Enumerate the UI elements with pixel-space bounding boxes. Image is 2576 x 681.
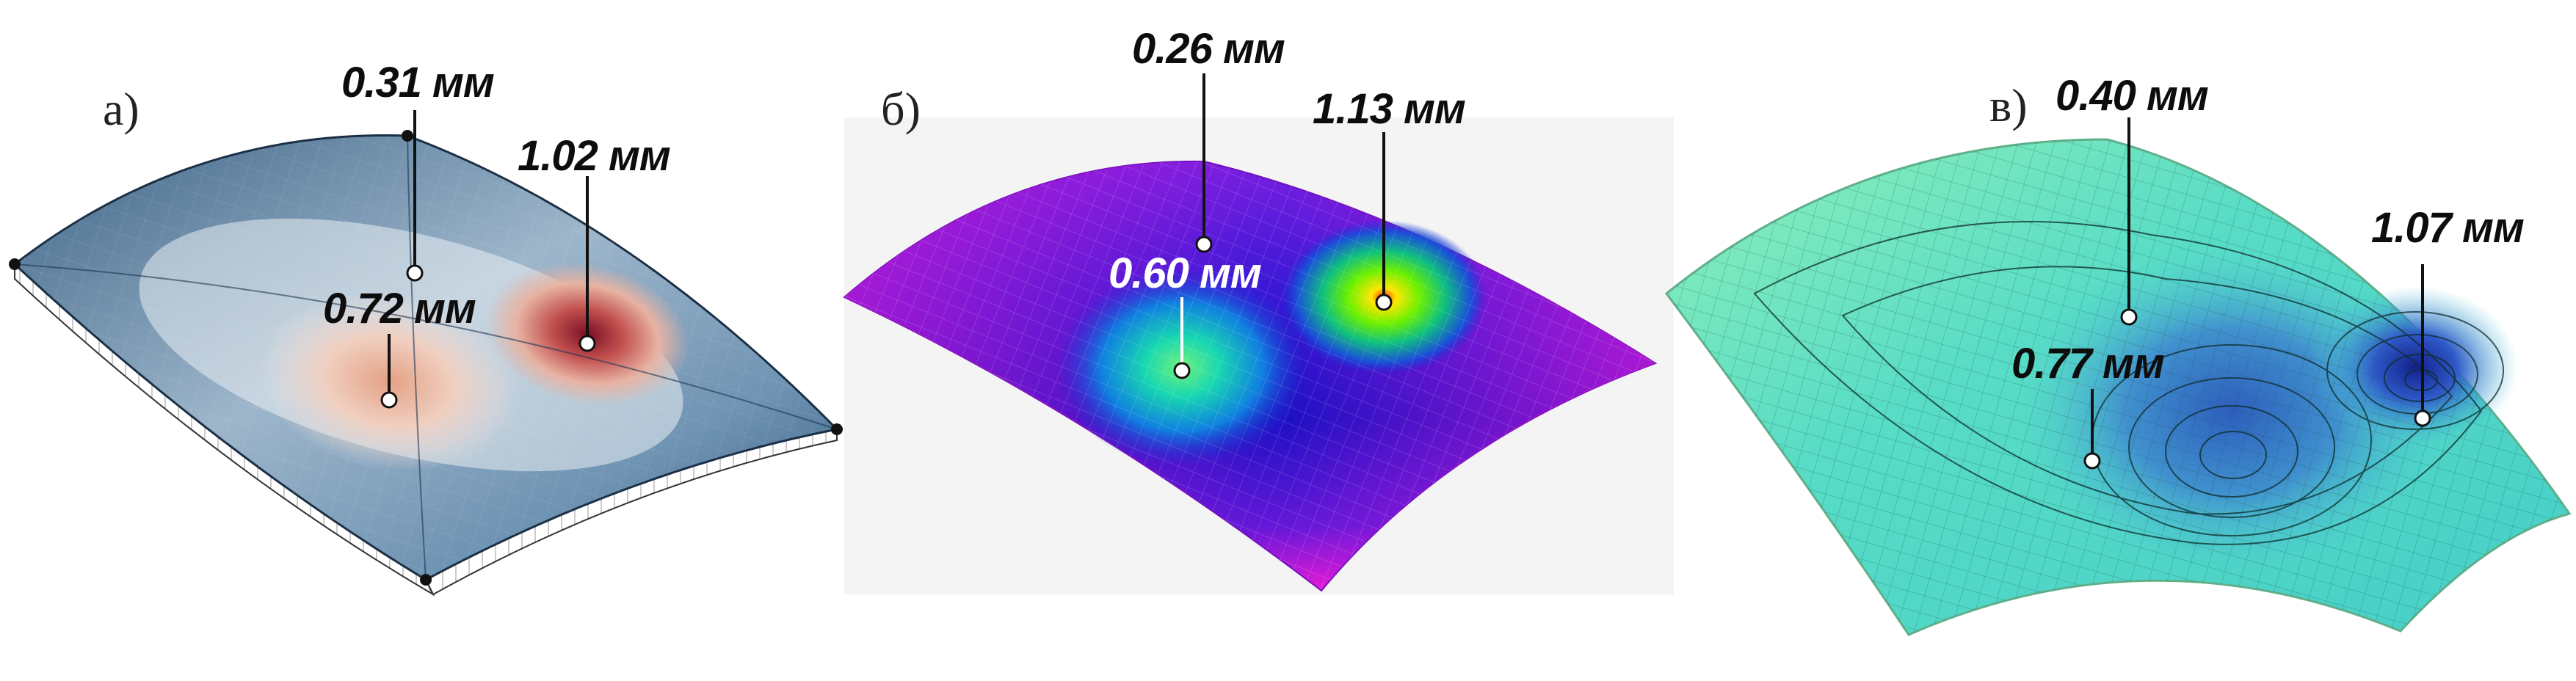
panel-a-top-label: 0.31 мм (341, 59, 494, 106)
panel-b-peak-label: 1.13 мм (1313, 85, 1465, 133)
corner-node (420, 574, 432, 586)
panel-b-top-label: 0.26 мм (1132, 25, 1285, 73)
panel-b-letter: б) (881, 83, 921, 135)
panel-b: б) 0.26 мм 1.13 мм 0.60 мм (843, 0, 1674, 681)
panel-c-second-label: 0.77 мм (2011, 340, 2164, 387)
panel-a-letter: а) (103, 83, 139, 135)
panel-b-second-label: 0.60 мм (1109, 250, 1261, 297)
panel-a: а) 0.31 мм 1.02 мм 0.72 мм (0, 0, 844, 681)
panel-c: в) 0.40 мм 1.07 мм 0.77 мм (1637, 0, 2576, 681)
corner-node (9, 258, 21, 270)
panel-c-surface: в) 0.40 мм 1.07 мм 0.77 мм (1664, 72, 2572, 636)
panel-a-surface: а) 0.31 мм 1.02 мм 0.72 мм (9, 59, 843, 597)
panel-c-peak-label: 1.07 мм (2371, 204, 2524, 252)
corner-node (831, 423, 843, 435)
panel-a-peak-label: 1.02 мм (518, 132, 670, 180)
panel-a-second-label: 0.72 мм (323, 285, 476, 332)
corner-node (402, 130, 413, 142)
panel-c-letter: в) (1989, 79, 2028, 131)
panel-c-top-label: 0.40 мм (2056, 72, 2208, 120)
panel-b-surface: б) 0.26 мм 1.13 мм 0.60 мм (843, 25, 1674, 594)
